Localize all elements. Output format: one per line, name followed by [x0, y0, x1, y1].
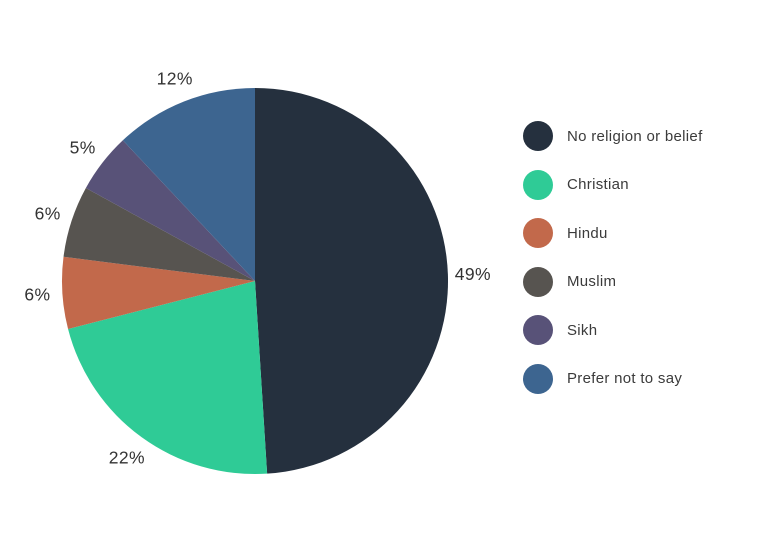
legend-swatch-no-religion-or-belief — [523, 121, 553, 151]
slice-percent-label-muslim: 6% — [35, 204, 61, 224]
slice-percent-label-no-religion-or-belief: 49% — [455, 264, 491, 284]
legend-label-hindu: Hindu — [567, 224, 608, 242]
legend-item-prefer-not-to-say: Prefer not to say — [523, 363, 703, 394]
legend-item-sikh: Sikh — [523, 315, 703, 346]
slice-percent-label-prefer-not-to-say: 12% — [157, 68, 193, 88]
pie-slice-sikh — [85, 140, 256, 281]
slice-percent-label-sikh: 5% — [70, 137, 96, 157]
legend-swatch-prefer-not-to-say — [523, 363, 553, 394]
legend-label-sikh: Sikh — [567, 321, 598, 339]
legend-label-christian: Christian — [567, 176, 629, 194]
legend-swatch-christian — [523, 169, 553, 200]
pie-slice-no-religion-or-belief — [255, 88, 449, 474]
legend-swatch-sikh — [523, 315, 553, 346]
legend-item-muslim: Muslim — [523, 266, 703, 297]
pie-slice-muslim — [63, 188, 255, 281]
legend-label-no-religion-or-belief: No religion or belief — [567, 127, 703, 145]
legend-item-hindu: Hindu — [523, 218, 703, 249]
legend-item-christian: Christian — [523, 169, 703, 200]
slice-percent-label-hindu: 6% — [24, 285, 50, 305]
legend-item-no-religion-or-belief: No religion or belief — [523, 121, 703, 151]
chart-legend: No religion or belief Christian Hindu Musli… — [523, 121, 703, 394]
pie-slice-christian — [68, 281, 268, 475]
pie-percent-labels-group: 49% 22% 6% 6% 5% 12% — [24, 68, 491, 467]
slice-percent-label-christian: 22% — [109, 447, 145, 467]
legend-label-muslim: Muslim — [567, 273, 617, 291]
pie-slices-group — [61, 88, 449, 475]
legend-swatch-hindu — [523, 218, 553, 249]
legend-swatch-muslim — [523, 266, 553, 297]
pie-slice-prefer-not-to-say — [122, 88, 255, 281]
legend-label-prefer-not-to-say: Prefer not to say — [567, 370, 683, 388]
pie-slice-hindu — [61, 256, 256, 329]
